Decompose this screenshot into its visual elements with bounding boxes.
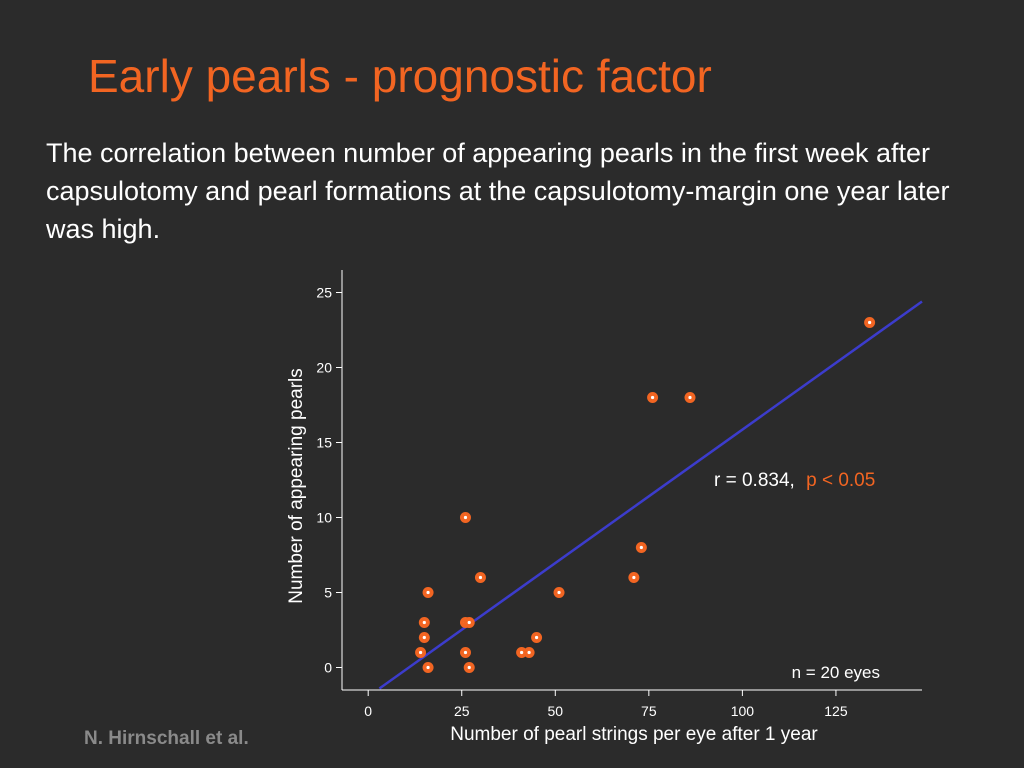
data-point: [474, 572, 486, 583]
y-tick-label: 5: [324, 585, 332, 601]
data-point: [647, 392, 659, 403]
data-point: [418, 632, 430, 643]
data-point: [418, 617, 430, 628]
x-tick-label: 50: [548, 703, 564, 719]
slide-body-text: The correlation between number of appear…: [46, 138, 950, 244]
r-value: r = 0.834,: [714, 470, 795, 491]
author-credit: N. Hirnschall et al.: [84, 728, 249, 749]
data-points: [415, 317, 876, 673]
x-tick-label: 125: [824, 703, 848, 719]
data-point: [531, 632, 543, 643]
x-ticks: 0 25 50 75 100 125: [364, 690, 848, 719]
data-point: [459, 647, 471, 658]
sample-size-annotation: n = 20 eyes: [792, 663, 880, 682]
x-axis-label: Number of pearl strings per eye after 1 …: [450, 724, 818, 745]
data-point: [628, 572, 640, 583]
p-value: p < 0.05: [806, 470, 875, 491]
y-tick-label: 20: [316, 360, 332, 376]
correlation-annotation: r = 0.834, p < 0.05: [714, 470, 875, 491]
data-point: [463, 617, 475, 628]
data-point: [422, 662, 434, 673]
regression-line-group: [378, 300, 923, 690]
y-tick-label: 25: [316, 285, 332, 301]
scatter-chart: 0 25 50 75 100 125 0 5 10 15 20 25 Number of pearl…: [286, 270, 923, 745]
x-tick-label: 25: [454, 703, 470, 719]
y-ticks: 0 5 10 15 20 25: [316, 285, 342, 676]
data-point: [684, 392, 696, 403]
y-tick-label: 10: [316, 510, 332, 526]
data-point: [864, 317, 876, 328]
data-point: [553, 587, 565, 598]
data-point: [523, 647, 535, 658]
y-axis-label: Number of appearing pearls: [286, 368, 307, 604]
data-point: [415, 647, 427, 658]
x-tick-label: 0: [364, 703, 372, 719]
x-tick-label: 75: [641, 703, 657, 719]
axes: [341, 270, 922, 691]
regression-line: [378, 300, 923, 690]
data-point: [422, 587, 434, 598]
slide-title: Early pearls - prognostic factor: [88, 50, 712, 102]
x-tick-label: 100: [731, 703, 755, 719]
data-point: [463, 662, 475, 673]
y-tick-label: 15: [316, 435, 332, 451]
data-point: [635, 542, 647, 553]
y-tick-label: 0: [324, 660, 332, 676]
data-point: [459, 512, 471, 523]
